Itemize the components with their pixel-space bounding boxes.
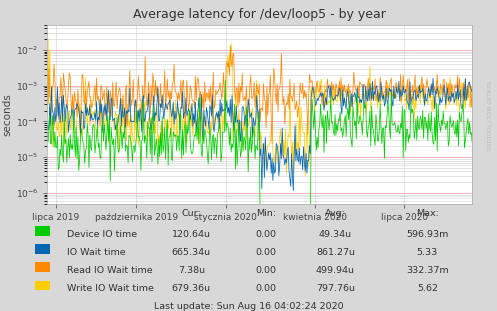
Y-axis label: seconds: seconds <box>3 93 13 136</box>
Title: Average latency for /dev/loop5 - by year: Average latency for /dev/loop5 - by year <box>133 8 386 21</box>
Text: Cur:: Cur: <box>181 209 201 218</box>
Text: Read IO Wait time: Read IO Wait time <box>67 266 153 275</box>
Text: Min:: Min: <box>256 209 276 218</box>
Text: 332.37m: 332.37m <box>406 266 449 275</box>
Text: 0.00: 0.00 <box>255 230 276 239</box>
Text: 679.36u: 679.36u <box>172 284 211 293</box>
Text: 596.93m: 596.93m <box>406 230 449 239</box>
Text: 49.34u: 49.34u <box>319 230 352 239</box>
Text: 5.33: 5.33 <box>417 248 438 257</box>
Text: 0.00: 0.00 <box>255 284 276 293</box>
Text: RRDTOOL / TOBI OETIKER: RRDTOOL / TOBI OETIKER <box>487 80 492 150</box>
Text: 120.64u: 120.64u <box>172 230 211 239</box>
Text: 0.00: 0.00 <box>255 266 276 275</box>
Text: 5.62: 5.62 <box>417 284 438 293</box>
Text: IO Wait time: IO Wait time <box>67 248 126 257</box>
Text: Max:: Max: <box>416 209 439 218</box>
Text: Device IO time: Device IO time <box>67 230 137 239</box>
Text: Write IO Wait time: Write IO Wait time <box>67 284 154 293</box>
Text: 797.76u: 797.76u <box>316 284 355 293</box>
Text: 7.38u: 7.38u <box>178 266 205 275</box>
Text: Avg:: Avg: <box>325 209 346 218</box>
Text: 0.00: 0.00 <box>255 248 276 257</box>
Text: 861.27u: 861.27u <box>316 248 355 257</box>
Text: 499.94u: 499.94u <box>316 266 355 275</box>
Text: Last update: Sun Aug 16 04:02:24 2020: Last update: Sun Aug 16 04:02:24 2020 <box>154 302 343 311</box>
Text: 665.34u: 665.34u <box>172 248 211 257</box>
